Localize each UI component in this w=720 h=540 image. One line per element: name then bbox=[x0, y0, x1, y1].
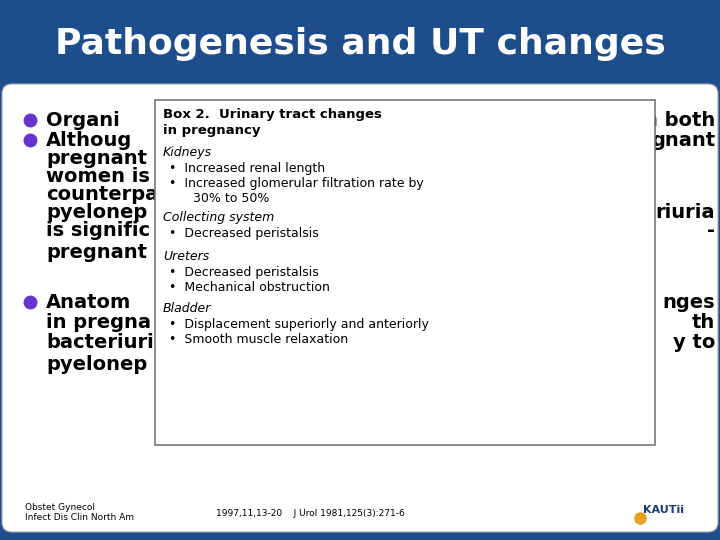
Text: women is: women is bbox=[46, 166, 150, 186]
Text: •  Increased glomerular filtration rate by
      30% to 50%: • Increased glomerular filtration rate b… bbox=[169, 177, 424, 205]
Text: Box 2.  Urinary tract changes: Box 2. Urinary tract changes bbox=[163, 108, 382, 121]
Text: Infect Dis Clin North Am: Infect Dis Clin North Am bbox=[25, 514, 134, 523]
Text: Pathogenesis and UT changes: Pathogenesis and UT changes bbox=[55, 27, 666, 61]
Text: •  Decreased peristalsis: • Decreased peristalsis bbox=[169, 227, 319, 240]
Text: pyelonep: pyelonep bbox=[46, 202, 148, 221]
Text: nges: nges bbox=[662, 293, 715, 312]
FancyBboxPatch shape bbox=[155, 100, 655, 445]
Text: Kidneys: Kidneys bbox=[163, 146, 212, 159]
FancyBboxPatch shape bbox=[0, 0, 720, 88]
Text: Bladder: Bladder bbox=[163, 302, 212, 315]
Text: Ureters: Ureters bbox=[163, 250, 210, 263]
Text: Organi: Organi bbox=[46, 111, 120, 130]
Text: •  Mechanical obstruction: • Mechanical obstruction bbox=[169, 281, 330, 294]
FancyBboxPatch shape bbox=[2, 84, 718, 532]
Text: •  Displacement superiorly and anteriorly: • Displacement superiorly and anteriorly bbox=[169, 318, 429, 331]
Text: Anatom: Anatom bbox=[46, 293, 131, 312]
Text: th: th bbox=[692, 313, 715, 332]
Text: •  Decreased peristalsis: • Decreased peristalsis bbox=[169, 266, 319, 279]
Text: gnant: gnant bbox=[651, 131, 715, 150]
Text: •  Smooth muscle relaxation: • Smooth muscle relaxation bbox=[169, 333, 348, 346]
Text: in pregna: in pregna bbox=[46, 313, 151, 332]
Text: y to: y to bbox=[672, 333, 715, 352]
Text: counterpa: counterpa bbox=[46, 185, 158, 204]
Text: Collecting system: Collecting system bbox=[163, 211, 274, 224]
Text: riuria: riuria bbox=[655, 202, 715, 221]
FancyBboxPatch shape bbox=[616, 492, 712, 528]
Text: pregnant: pregnant bbox=[46, 148, 147, 167]
Text: in pregnancy: in pregnancy bbox=[163, 124, 261, 137]
Text: pregnant: pregnant bbox=[46, 242, 147, 261]
Text: is signific: is signific bbox=[46, 221, 150, 240]
Text: 1997,11,13-20    J Urol 1981,125(3):271-6: 1997,11,13-20 J Urol 1981,125(3):271-6 bbox=[215, 509, 405, 517]
Text: bacteriuri: bacteriuri bbox=[46, 333, 154, 352]
Text: •  Increased renal length: • Increased renal length bbox=[169, 162, 325, 175]
Text: pyelonep: pyelonep bbox=[46, 355, 148, 375]
Text: Althoug: Althoug bbox=[46, 131, 132, 150]
Text: n both: n both bbox=[644, 111, 715, 130]
Text: KAUTii: KAUTii bbox=[644, 505, 685, 515]
Text: -: - bbox=[707, 221, 715, 240]
Text: Obstet Gynecol: Obstet Gynecol bbox=[25, 503, 95, 512]
